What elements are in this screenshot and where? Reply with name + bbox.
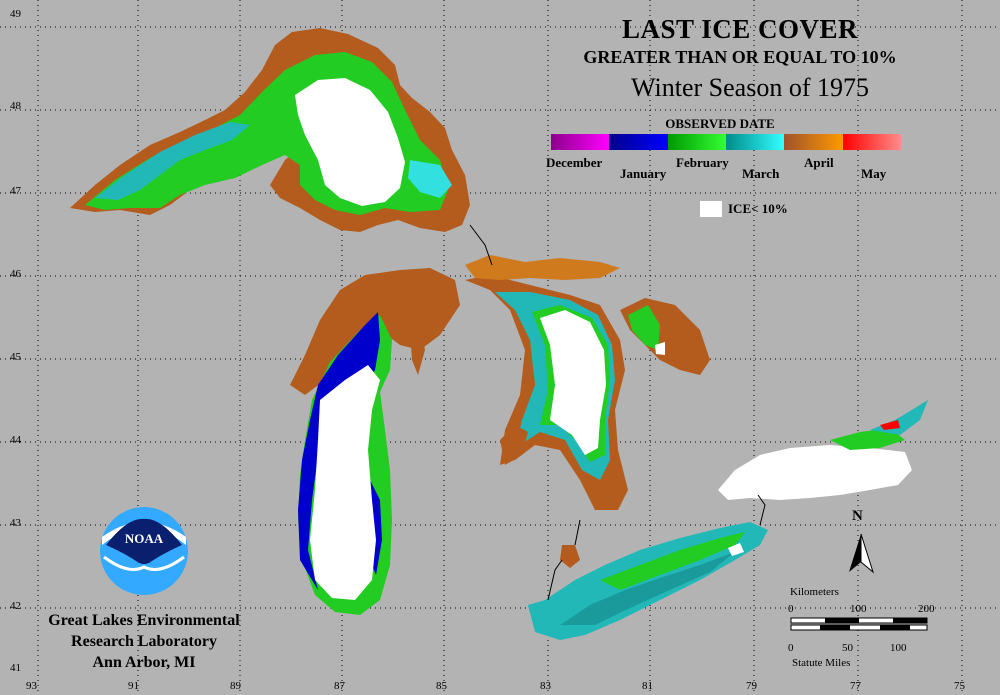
map-subtitle: GREATER THAN OR EQUAL TO 10% bbox=[583, 47, 897, 67]
lat-label-46: 46 bbox=[10, 268, 21, 280]
lake-st-clair bbox=[560, 545, 580, 568]
legend-label-march: March bbox=[742, 166, 780, 181]
noaa-logo-text: NOAA bbox=[125, 531, 164, 546]
saginaw-bay bbox=[500, 425, 528, 465]
lat-label-47: 47 bbox=[10, 185, 21, 197]
lab-name-line2: Research Laboratory bbox=[71, 633, 217, 650]
lat-label-48: 48 bbox=[10, 100, 21, 112]
lat-label-44: 44 bbox=[10, 434, 21, 446]
lake-ontario-ice-free bbox=[718, 445, 912, 500]
scale-km-200: 200 bbox=[918, 603, 935, 615]
lake-superior-march-east bbox=[408, 160, 452, 198]
lab-name-line1: Great Lakes Environmental bbox=[48, 612, 240, 629]
noaa-logo: NOAA bbox=[100, 507, 188, 595]
legend-segment-april bbox=[784, 134, 843, 150]
lake-michigan bbox=[290, 268, 460, 615]
lon-label-81: 81 bbox=[642, 680, 653, 692]
legend-segment-december bbox=[551, 134, 610, 150]
legend-label-december: December bbox=[546, 155, 603, 170]
ice-free-swatch bbox=[700, 201, 722, 217]
lat-label-45: 45 bbox=[10, 351, 21, 363]
ice-free-label: ICE< 10% bbox=[728, 201, 788, 216]
north-channel-april bbox=[465, 255, 620, 280]
color-legend-bar bbox=[551, 134, 901, 150]
lake-superior bbox=[70, 28, 470, 232]
lon-label-77: 77 bbox=[850, 680, 861, 692]
scale-mi-50: 50 bbox=[842, 642, 853, 654]
lon-label-79: 79 bbox=[746, 680, 757, 692]
legend-segment-february bbox=[667, 134, 726, 150]
north-label: N bbox=[852, 508, 863, 524]
scale-mi-0: 0 bbox=[788, 642, 794, 654]
lake-ontario-march-edge bbox=[870, 400, 928, 435]
lon-label-87: 87 bbox=[334, 680, 345, 692]
georgian-bay-green bbox=[628, 305, 660, 350]
georgian-bay-ice-free bbox=[655, 342, 665, 355]
lake-ontario-green-edge bbox=[830, 428, 905, 450]
lon-label-93: 93 bbox=[26, 680, 37, 692]
lab-name-line3: Ann Arbor, MI bbox=[92, 654, 196, 671]
lake-michigan-ice-free bbox=[310, 365, 380, 600]
lat-label-49: 49 bbox=[10, 8, 21, 20]
scale-km-label: Kilometers bbox=[790, 586, 839, 598]
scale-km-100: 100 bbox=[850, 603, 867, 615]
lon-label-91: 91 bbox=[128, 680, 139, 692]
map-title: LAST ICE COVER bbox=[621, 14, 859, 44]
green-bay bbox=[410, 325, 425, 375]
lake-ontario bbox=[718, 400, 928, 500]
lake-superior-ice-free bbox=[295, 78, 405, 206]
scale-mi-label: Statute Miles bbox=[792, 657, 851, 669]
legend-heading: OBSERVED DATE bbox=[665, 116, 775, 131]
legend-label-may: May bbox=[861, 166, 887, 181]
legend-segment-may bbox=[842, 134, 901, 150]
lon-label-75: 75 bbox=[954, 680, 965, 692]
lat-label-42: 42 bbox=[10, 600, 21, 612]
legend-label-april: April bbox=[804, 155, 834, 170]
legend-segment-january bbox=[609, 134, 668, 150]
lake-erie-dark-march bbox=[560, 552, 735, 625]
lake-erie bbox=[528, 522, 768, 640]
lake-huron bbox=[465, 255, 710, 510]
scale-bar bbox=[790, 617, 928, 631]
lake-ontario-may-edge bbox=[880, 420, 900, 430]
legend-label-february: February bbox=[676, 155, 729, 170]
lake-huron-ice-free bbox=[540, 310, 606, 455]
legend-label-january: January bbox=[620, 166, 667, 181]
lon-label-83: 83 bbox=[540, 680, 551, 692]
lake-superior-march-zone bbox=[95, 122, 250, 200]
scale-mi-100: 100 bbox=[890, 642, 907, 654]
lat-label-41: 41 bbox=[10, 662, 21, 674]
north-arrow-icon bbox=[849, 533, 874, 574]
lon-label-89: 89 bbox=[230, 680, 241, 692]
season-title: Winter Season of 1975 bbox=[631, 73, 869, 102]
legend-segment-march bbox=[725, 134, 785, 150]
lon-label-85: 85 bbox=[436, 680, 447, 692]
lake-erie-green-band bbox=[600, 532, 745, 590]
lat-label-43: 43 bbox=[10, 517, 21, 529]
lake-erie-ice-free bbox=[728, 543, 744, 556]
georgian-bay-april bbox=[620, 298, 710, 375]
scale-km-0: 0 bbox=[788, 603, 794, 615]
